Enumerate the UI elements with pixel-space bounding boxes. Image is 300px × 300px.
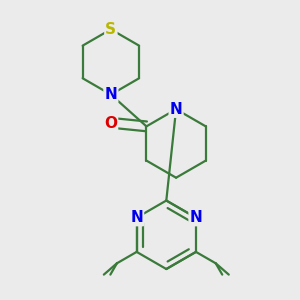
- Text: N: N: [104, 87, 117, 102]
- Text: N: N: [170, 102, 182, 117]
- Text: N: N: [190, 210, 202, 225]
- Text: N: N: [130, 210, 143, 225]
- Text: O: O: [104, 116, 117, 130]
- Text: S: S: [105, 22, 116, 37]
